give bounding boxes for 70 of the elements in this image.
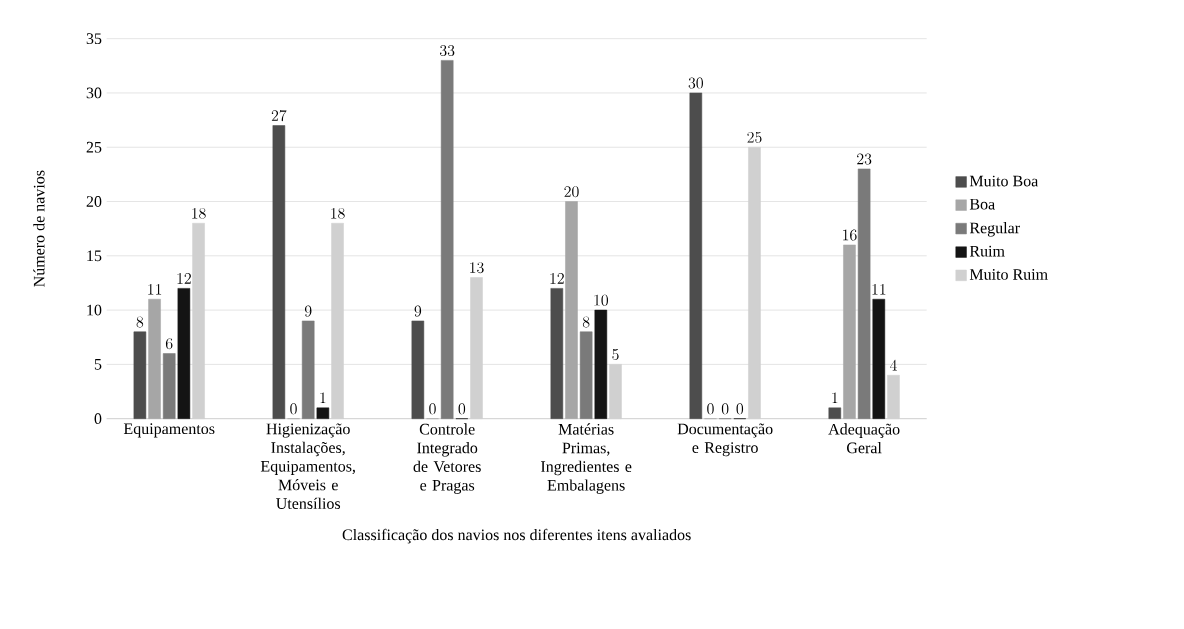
y-tick-label: 35 (86, 33, 102, 44)
data-label: 11 (148, 283, 162, 295)
y-tick-label: 5 (94, 358, 102, 370)
data-label: 9 (304, 305, 312, 317)
data-label: 13 (470, 262, 484, 273)
bar (148, 298, 161, 419)
legend-label: Ruim (969, 245, 1005, 257)
data-label: 18 (192, 207, 206, 219)
data-label: 33 (439, 44, 455, 56)
bar (411, 320, 425, 419)
legend-label: Muito Boa (969, 175, 1039, 187)
legend-label: Regular (969, 221, 1020, 237)
x-tick-label: Adequação Geral (828, 423, 900, 454)
x-tick-label: Controle Integrado de Vetores e Pragas (413, 423, 481, 494)
y-tick-label: 0 (94, 413, 102, 424)
legend-label: Muito Ruim (969, 268, 1048, 280)
data-label: 9 (414, 305, 422, 317)
bar (272, 125, 286, 419)
data-label: 0 (290, 403, 297, 415)
y-tick-label: 10 (87, 304, 102, 316)
legend-label: Boa (969, 198, 995, 210)
x-axis-title: Classificação dos navios nos diferentes itens avaliados (342, 528, 691, 544)
bar (594, 309, 608, 419)
data-label: 8 (136, 316, 144, 328)
data-label: 12 (177, 272, 191, 284)
bar (550, 287, 564, 419)
data-label: 25 (747, 131, 762, 143)
bar (887, 374, 900, 419)
bar (579, 331, 593, 419)
bar (162, 353, 176, 419)
y-tick-label: 30 (86, 87, 102, 99)
y-tick-label: 25 (86, 141, 102, 153)
data-label: 12 (550, 272, 564, 284)
bar (133, 331, 147, 419)
data-label: 5 (612, 348, 619, 360)
bar (177, 287, 191, 419)
bar (828, 407, 842, 419)
y-tick-label: 15 (87, 250, 102, 261)
data-label: 18 (331, 207, 345, 219)
bar (440, 59, 454, 419)
data-label: 0 (736, 403, 744, 415)
data-label: 6 (165, 338, 173, 349)
bar (843, 244, 856, 419)
data-label: 30 (688, 77, 703, 89)
data-label: 1 (320, 392, 326, 403)
data-label: 8 (582, 316, 590, 328)
data-label: 16 (843, 229, 857, 241)
data-label: 23 (857, 153, 872, 165)
bar (301, 320, 315, 419)
data-label: 0 (458, 403, 466, 415)
y-tick-label: 20 (86, 195, 102, 207)
data-label: 11 (872, 283, 886, 295)
data-label: 0 (707, 403, 714, 415)
bar (316, 407, 330, 419)
x-tick-label: Equipamentos (123, 423, 215, 438)
bar (857, 168, 871, 419)
data-label: 0 (429, 403, 436, 415)
data-label: 4 (889, 359, 897, 371)
bar (565, 201, 578, 419)
x-tick-label: Documentação e Registro (677, 423, 773, 457)
data-label: 0 (721, 403, 729, 415)
data-label: 27 (271, 109, 287, 121)
data-label: 10 (594, 294, 608, 306)
x-tick-label: Higienização Instalações, Equipamentos, Móveis e Utensílios (260, 423, 355, 509)
bar (872, 298, 886, 419)
x-tick-label: Matérias Primas, Ingredientes e Embalagens (540, 423, 632, 494)
y-axis-title: Número de navios (33, 170, 45, 287)
data-label: 20 (564, 186, 579, 197)
bar (689, 92, 703, 419)
data-label: 1 (832, 392, 838, 403)
